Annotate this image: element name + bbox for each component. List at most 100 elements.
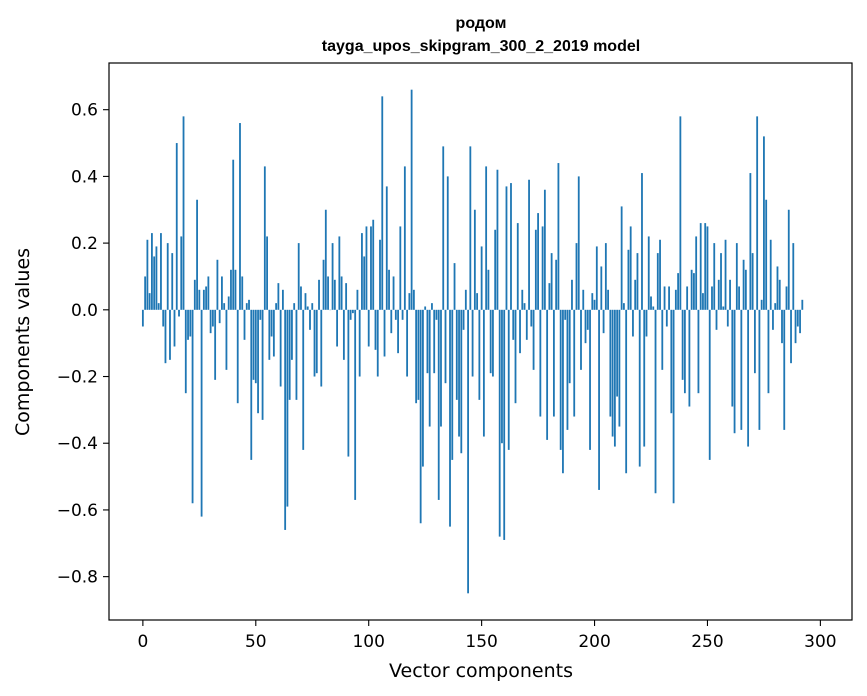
bar-125 bbox=[424, 306, 427, 310]
bar-133 bbox=[442, 146, 445, 310]
bar-60 bbox=[277, 283, 280, 310]
bar-177 bbox=[541, 226, 544, 310]
bar-140 bbox=[458, 309, 460, 437]
bar-82 bbox=[327, 276, 329, 310]
bar-153 bbox=[487, 269, 490, 310]
bar-227 bbox=[654, 309, 657, 494]
bar-65 bbox=[288, 309, 291, 400]
bar-250 bbox=[706, 226, 709, 310]
bar-99 bbox=[365, 226, 368, 310]
bar-189 bbox=[568, 309, 571, 384]
bar-217 bbox=[632, 309, 634, 337]
y-tick-label: −0.8 bbox=[57, 568, 98, 588]
bar-171 bbox=[528, 179, 530, 310]
bar-68 bbox=[295, 309, 298, 400]
bar-0 bbox=[141, 309, 144, 327]
bar-61 bbox=[279, 309, 282, 387]
bar-216 bbox=[629, 226, 632, 310]
bar-208 bbox=[611, 309, 614, 437]
bar-220 bbox=[638, 309, 641, 467]
bar-21 bbox=[189, 309, 192, 337]
bar-165 bbox=[514, 309, 517, 404]
bar-93 bbox=[352, 309, 354, 314]
bar-102 bbox=[372, 219, 375, 310]
bar-56 bbox=[268, 309, 271, 360]
bar-195 bbox=[582, 289, 585, 310]
bar-22 bbox=[191, 309, 194, 504]
bar-156 bbox=[494, 229, 497, 310]
bar-39 bbox=[230, 269, 232, 310]
bar-184 bbox=[557, 163, 560, 310]
bar-257 bbox=[722, 306, 725, 310]
bar-5 bbox=[153, 256, 156, 310]
bar-206 bbox=[607, 289, 609, 310]
bar-79 bbox=[320, 309, 323, 387]
bar-80 bbox=[322, 259, 325, 310]
bar-7 bbox=[157, 303, 160, 310]
bar-51 bbox=[257, 309, 259, 414]
bar-221 bbox=[641, 173, 643, 310]
bar-135 bbox=[446, 176, 449, 310]
bar-262 bbox=[733, 309, 736, 434]
bar-96 bbox=[358, 309, 361, 377]
bar-71 bbox=[302, 309, 305, 450]
y-axis-ticks: 0.6 0.4 0.2 0.0 −0.2 −0.4 −0.6 −0.8 bbox=[57, 101, 109, 588]
bar-191 bbox=[573, 309, 576, 417]
bar-78 bbox=[318, 279, 320, 310]
bar-219 bbox=[636, 253, 639, 310]
bar-25 bbox=[198, 289, 201, 310]
bar-255 bbox=[717, 279, 720, 310]
bar-132 bbox=[440, 309, 442, 427]
bar-149 bbox=[478, 309, 481, 400]
bar-101 bbox=[370, 226, 372, 310]
bar-258 bbox=[724, 239, 727, 310]
bar-14 bbox=[173, 309, 176, 347]
bar-228 bbox=[656, 253, 659, 310]
bar-72 bbox=[304, 293, 307, 310]
bar-231 bbox=[663, 286, 666, 310]
bar-176 bbox=[539, 309, 542, 417]
bar-147 bbox=[473, 209, 476, 310]
bar-218 bbox=[634, 279, 637, 310]
bar-115 bbox=[401, 309, 404, 320]
bar-202 bbox=[598, 309, 600, 490]
bar-173 bbox=[532, 309, 535, 370]
bar-55 bbox=[266, 236, 268, 310]
x-tick-label: 300 bbox=[804, 632, 836, 652]
bar-8 bbox=[160, 233, 162, 310]
bar-159 bbox=[501, 309, 503, 444]
bar-134 bbox=[444, 309, 447, 384]
bar-247 bbox=[699, 223, 702, 310]
bar-73 bbox=[306, 306, 309, 310]
bar-18 bbox=[182, 116, 185, 310]
bar-17 bbox=[180, 236, 183, 310]
bar-118 bbox=[408, 293, 411, 310]
bar-35 bbox=[221, 276, 223, 310]
bar-30 bbox=[209, 309, 212, 334]
bar-183 bbox=[555, 259, 558, 310]
bar-62 bbox=[281, 289, 284, 310]
bar-200 bbox=[593, 299, 596, 310]
bar-274 bbox=[760, 299, 763, 310]
bar-58 bbox=[272, 309, 275, 357]
bar-4 bbox=[151, 233, 153, 310]
bar-194 bbox=[580, 309, 582, 370]
bar-42 bbox=[236, 309, 239, 404]
bar-236 bbox=[674, 289, 677, 310]
bar-33 bbox=[216, 259, 219, 310]
bar-238 bbox=[679, 116, 682, 310]
bar-10 bbox=[164, 309, 167, 364]
bar-109 bbox=[388, 269, 390, 310]
bar-278 bbox=[769, 239, 772, 310]
bar-107 bbox=[383, 309, 386, 357]
bar-129 bbox=[433, 309, 436, 374]
bar-85 bbox=[333, 279, 336, 310]
bar-88 bbox=[340, 276, 343, 310]
bar-77 bbox=[315, 309, 318, 374]
bar-95 bbox=[356, 289, 359, 310]
bar-170 bbox=[525, 309, 528, 340]
bar-209 bbox=[613, 309, 616, 447]
bar-197 bbox=[586, 309, 589, 330]
bar-12 bbox=[169, 309, 171, 360]
bar-113 bbox=[397, 309, 399, 354]
